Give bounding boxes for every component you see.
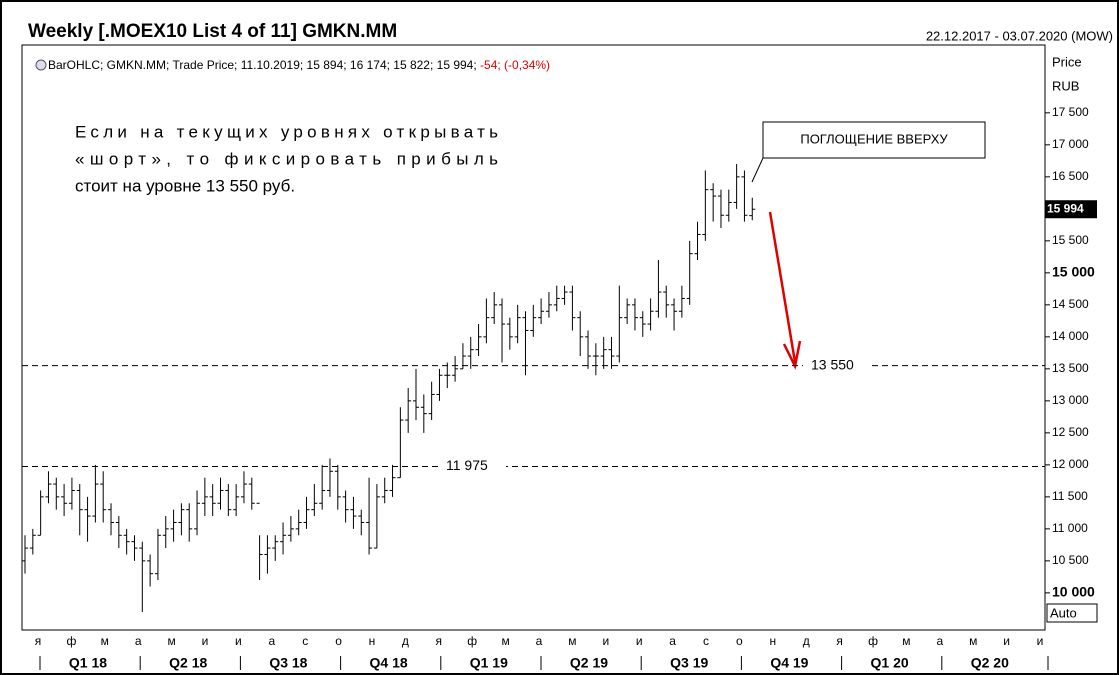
y-axis-title: Price (1052, 54, 1082, 69)
month-label: н (369, 634, 376, 648)
month-label: и (1003, 634, 1010, 648)
auto-button[interactable] (1046, 603, 1098, 623)
y-tick-label: 15 000 (1052, 264, 1095, 280)
month-label: м (969, 634, 977, 648)
last-price-box (1045, 200, 1097, 219)
annotation-line: стоит на уровне 13 550 руб. (75, 176, 295, 195)
quarter-label: Q1 18 (69, 655, 107, 671)
quarter-label: Q1 20 (871, 655, 909, 671)
month-label: д (803, 634, 810, 648)
quarter-label: Q1 19 (470, 655, 508, 671)
annotation-line: «шорт», то фиксировать прибыль (75, 149, 498, 168)
month-label: а (536, 634, 543, 648)
y-tick-label: 14 500 (1052, 297, 1089, 311)
month-label: и (1037, 634, 1044, 648)
month-label: ф (66, 634, 76, 648)
quarter-label: Q4 18 (370, 655, 408, 671)
quarter-label: Q3 18 (269, 655, 307, 671)
level-label: 11 975 (446, 457, 488, 473)
month-label: м (101, 634, 109, 648)
month-label: и (235, 634, 242, 648)
legend-icon (35, 59, 47, 71)
quarter-label: Q2 20 (971, 655, 1009, 671)
y-tick-label: 14 000 (1052, 329, 1089, 343)
month-label: и (636, 634, 643, 648)
y-tick-label: 12 500 (1052, 425, 1089, 439)
y-tick-label: 11 000 (1052, 521, 1088, 535)
y-tick-label: 13 500 (1052, 361, 1089, 375)
legend-change: -54; (-0,34%) (480, 58, 550, 72)
month-label: и (602, 634, 609, 648)
quarter-label: Q3 19 (670, 655, 708, 671)
y-tick-label: 15 500 (1052, 233, 1089, 247)
quarter-label: Q2 19 (570, 655, 608, 671)
month-label: м (902, 634, 910, 648)
date-range: 22.12.2017 - 03.07.2020 (MOW) (926, 28, 1113, 43)
month-label: я (436, 634, 443, 648)
y-tick-label: 11 500 (1052, 489, 1088, 503)
quarter-label: Q4 19 (770, 655, 808, 671)
month-label: н (769, 634, 776, 648)
level-label: 13 550 (811, 356, 854, 372)
y-tick-label: 17 000 (1052, 137, 1089, 151)
month-label: ф (868, 634, 878, 648)
month-label: д (402, 634, 409, 648)
month-label: о (736, 634, 743, 648)
y-tick-label: 10 000 (1052, 584, 1095, 600)
legend: BarOHLC; GMKN.MM; Trade Price; 11.10.201… (48, 58, 550, 72)
month-label: с (302, 634, 308, 648)
month-label: я (35, 634, 42, 648)
quarter-label: Q2 18 (169, 655, 207, 671)
y-tick-label: 17 500 (1052, 105, 1089, 119)
y-axis-unit: RUB (1052, 78, 1079, 93)
month-label: а (268, 634, 275, 648)
month-label: я (836, 634, 843, 648)
y-tick-label: 16 500 (1052, 169, 1089, 183)
callout-pointer (751, 157, 764, 183)
month-label: а (936, 634, 943, 648)
month-label: а (669, 634, 676, 648)
month-label: и (202, 634, 209, 648)
month-label: м (501, 634, 509, 648)
month-label: м (167, 634, 175, 648)
month-label: с (703, 634, 709, 648)
chart-title: Weekly [.MOEX10 List 4 of 11] GMKN.MM (28, 21, 397, 42)
month-label: м (568, 634, 576, 648)
last-price-label: 15 994 (1047, 201, 1084, 215)
legend-text: BarOHLC; GMKN.MM; Trade Price; 11.10.201… (48, 58, 480, 72)
month-label: о (335, 634, 342, 648)
arrow (768, 211, 797, 363)
level-label-bg (438, 458, 506, 475)
callout-text: ПОГЛОЩЕНИЕ ВВЕРХУ (800, 131, 948, 146)
month-label: ф (467, 634, 477, 648)
y-tick-label: 13 000 (1052, 393, 1089, 407)
level-label-bg (803, 357, 871, 374)
y-tick-label: 12 000 (1052, 457, 1089, 471)
month-label: а (135, 634, 142, 648)
auto-button-label[interactable]: Auto (1050, 605, 1077, 620)
callout-box (762, 121, 986, 159)
y-tick-label: 10 500 (1052, 553, 1089, 567)
